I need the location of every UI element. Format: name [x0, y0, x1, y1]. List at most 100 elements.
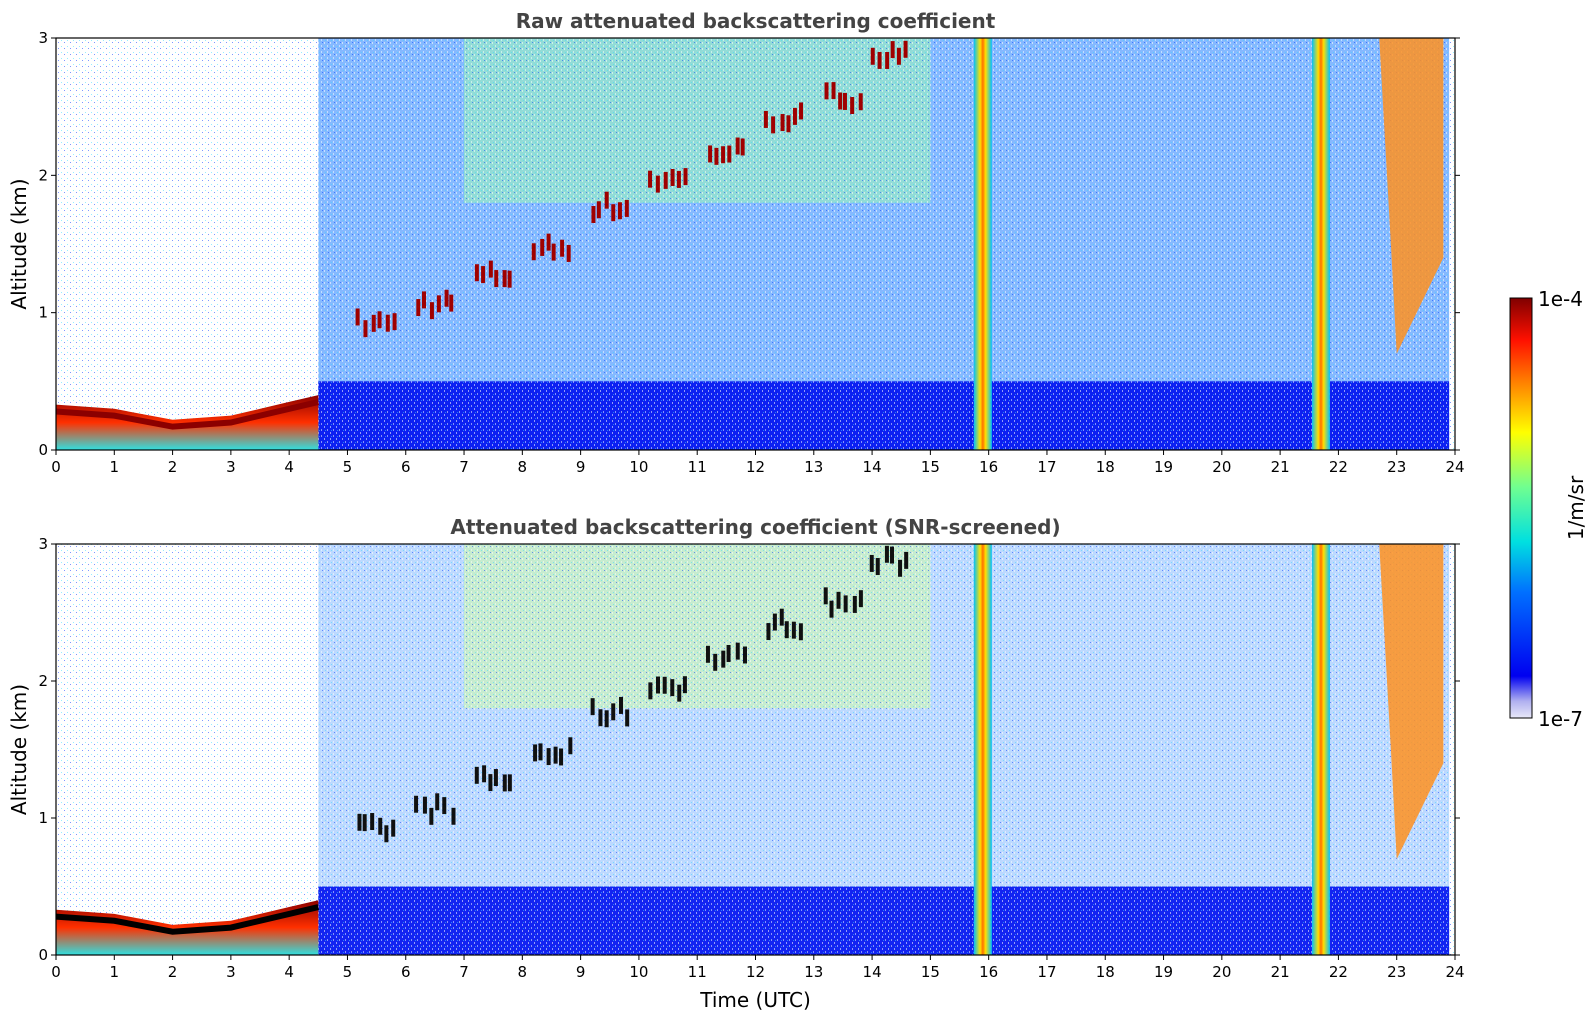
- x-tick-label: 0: [51, 963, 61, 981]
- aerosol-layer-mark: [619, 696, 624, 714]
- aerosol-layer-mark: [875, 558, 880, 575]
- aerosol-layer-mark: [391, 819, 396, 837]
- aerosol-layer-mark: [502, 270, 507, 288]
- aerosol-layer-mark: [884, 545, 889, 563]
- y-axis-label: Altitude (km): [7, 684, 31, 815]
- aerosol-layer-mark: [780, 114, 785, 132]
- aerosol-layer-mark: [829, 600, 834, 618]
- x-tick-label: 7: [459, 963, 469, 981]
- aerosol-layer-mark: [553, 746, 558, 764]
- aerosol-layer-mark: [596, 201, 601, 219]
- aerosol-layer-mark: [429, 807, 434, 825]
- x-tick-label: 8: [518, 458, 528, 476]
- x-tick-label: 20: [1212, 963, 1231, 981]
- x-tick-label: 3: [226, 963, 236, 981]
- chart-panel-2: 0 1 2 3 4 5 6 7 8 9 10 11 12 13 14 15 16 17 18 19 20 21 22 23 24…: [7, 515, 1465, 1012]
- aerosol-layer-mark: [670, 168, 675, 186]
- x-tick-label: 20: [1212, 458, 1231, 476]
- chart-title: Attenuated backscattering coefficient (S…: [450, 515, 1060, 539]
- aerosol-layer-mark: [392, 313, 397, 331]
- aerosol-layer-mark: [683, 168, 688, 186]
- aerosol-layer-mark: [708, 145, 713, 163]
- aerosol-layer-mark: [540, 238, 545, 256]
- aerosol-layer-mark: [726, 645, 731, 662]
- aerosol-layer-mark: [890, 546, 895, 564]
- aerosol-layer-mark: [858, 590, 863, 608]
- x-tick-label: 7: [459, 458, 469, 476]
- aerosol-layer-mark: [488, 774, 493, 792]
- aerosol-layer-mark: [507, 270, 512, 288]
- x-tick-label: 10: [629, 458, 648, 476]
- aerosol-layer-mark: [852, 595, 857, 613]
- x-tick-label: 10: [629, 963, 648, 981]
- aerosol-layer-mark: [714, 147, 719, 165]
- x-tick-label: 18: [1096, 458, 1115, 476]
- aerosol-layer-mark: [670, 679, 675, 697]
- aerosol-layer-mark: [656, 676, 661, 694]
- precip-column: [973, 38, 992, 450]
- y-tick-label: 1: [38, 304, 48, 322]
- aerosol-layer-mark: [625, 709, 630, 727]
- x-tick-label: 9: [576, 458, 586, 476]
- aerosol-layer-mark: [355, 308, 360, 326]
- aerosol-layer-mark: [481, 266, 486, 284]
- aerosol-layer-mark: [843, 595, 848, 613]
- x-tick-label: 5: [343, 963, 353, 981]
- x-tick-label: 8: [518, 963, 528, 981]
- x-tick-label: 19: [1154, 458, 1173, 476]
- high-cloud: [1379, 544, 1444, 860]
- aerosol-layer-mark: [566, 244, 571, 262]
- aerosol-layer-mark: [531, 243, 536, 261]
- aerosol-layer-mark: [662, 676, 667, 694]
- panels: 0 1 2 3 4 5 6 7 8 9 10 11 12 13 14 15 16 17 18 19 20 21 22 23 24…: [7, 9, 1465, 1012]
- y-axis-label: Altitude (km): [7, 178, 31, 309]
- x-tick-label: 2: [168, 458, 178, 476]
- x-tick-label: 21: [1271, 963, 1290, 981]
- high-cloud: [1379, 38, 1444, 354]
- aerosol-layer-mark: [559, 748, 564, 766]
- noise-texture: [56, 544, 1455, 955]
- aerosol-layer-mark: [786, 115, 791, 133]
- aerosol-layer-mark: [735, 137, 740, 155]
- aerosol-layer-mark: [568, 737, 573, 755]
- aerosol-layer-mark: [611, 703, 616, 721]
- y-tick-label: 2: [38, 166, 48, 184]
- x-axis-label: Time (UTC): [699, 988, 811, 1012]
- aerosol-layer-mark: [560, 239, 565, 257]
- aerosol-layer-mark: [436, 295, 441, 313]
- aerosol-layer-mark: [493, 769, 498, 787]
- x-tick-label: 1: [110, 963, 120, 981]
- x-tick-label: 13: [804, 963, 823, 981]
- aerosol-layer-mark: [772, 613, 777, 631]
- aerosol-layer-mark: [590, 698, 595, 716]
- x-tick-label: 24: [1445, 458, 1464, 476]
- x-tick-label: 23: [1387, 963, 1406, 981]
- aerosol-layer-mark: [370, 813, 375, 830]
- aerosol-layer-mark: [896, 47, 901, 65]
- aerosol-layer-mark: [655, 175, 660, 193]
- boundary-layer-top: [55, 399, 320, 430]
- aerosol-layer-mark: [384, 825, 389, 843]
- x-tick-label: 3: [226, 458, 236, 476]
- aerosol-layer-mark: [591, 206, 596, 224]
- aerosol-layer-mark: [877, 51, 882, 69]
- aerosol-layer-mark: [742, 646, 747, 664]
- x-tick-label: 22: [1329, 963, 1348, 981]
- aerosol-layer-mark: [842, 92, 847, 110]
- x-tick-label: 14: [863, 458, 882, 476]
- y-tick-label: 0: [38, 441, 48, 459]
- aerosol-layer-mark: [444, 289, 449, 307]
- aerosol-layer-mark: [474, 766, 479, 784]
- colorbar-gradient: [1509, 297, 1533, 719]
- aerosol-layer-mark: [648, 170, 653, 188]
- x-tick-label: 13: [804, 458, 823, 476]
- aerosol-layer-mark: [442, 797, 447, 815]
- aerosol-layer-mark: [850, 97, 855, 115]
- aerosol-layer-mark: [371, 314, 376, 332]
- colorbar-min-label: 1e-7: [1538, 707, 1583, 731]
- noise-texture: [56, 38, 1455, 450]
- aerosol-layer-mark: [416, 299, 421, 317]
- aerosol-layer-mark: [831, 82, 836, 100]
- x-tick-label: 6: [401, 963, 411, 981]
- x-tick-label: 23: [1387, 458, 1406, 476]
